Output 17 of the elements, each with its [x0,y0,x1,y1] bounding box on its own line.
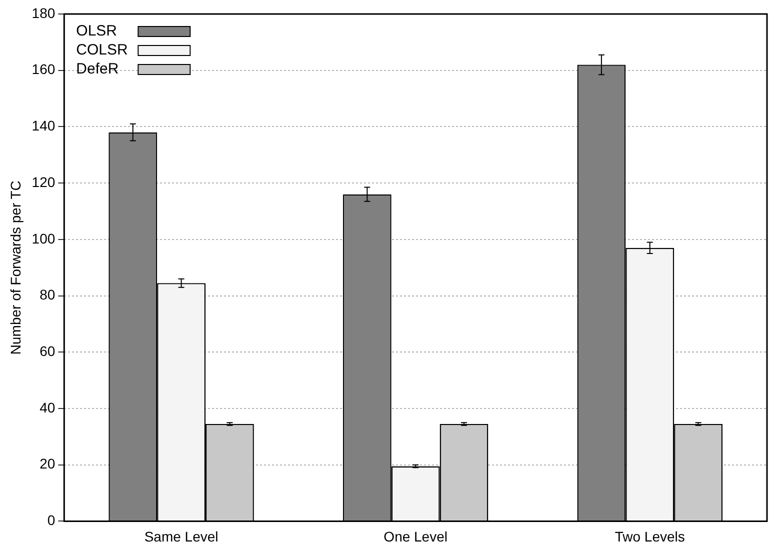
y-tick-label: 60 [40,342,56,359]
y-tick-label: 160 [32,61,56,78]
y-tick-label: 80 [40,286,56,303]
x-tick-label: Two Levels [614,528,685,544]
y-tick-label: 140 [32,118,56,134]
y-axis-title: Number of Forwards per TC [7,180,24,355]
x-tick-label: Same Level [144,528,218,544]
y-tick-label: 40 [40,399,56,416]
y-tick-label: 180 [32,4,56,21]
y-tick-label: 0 [47,512,56,528]
y-tick-label: 120 [32,174,56,190]
y-tick-label: 100 [32,230,56,246]
legend-label: COLSR [76,42,128,59]
y-tick-label: 20 [40,456,56,472]
legend-label: OLSR [76,22,118,40]
x-tick-label: One Level [384,528,448,544]
legend-label: DefeR [76,60,119,78]
